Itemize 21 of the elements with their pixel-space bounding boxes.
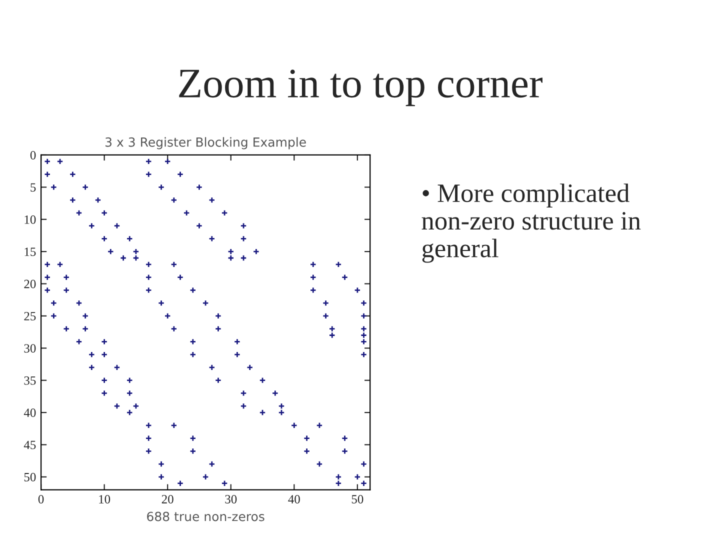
y-tick-label: 5 xyxy=(30,183,36,192)
y-tick-label: 45 xyxy=(24,440,36,450)
y-tick-label: 40 xyxy=(24,408,36,417)
x-tick-label: 0 xyxy=(38,495,44,504)
y-tick-label: 25 xyxy=(24,312,36,320)
x-tick-label: 40 xyxy=(288,495,300,504)
y-tick-label: 10 xyxy=(24,215,36,224)
x-tick-label: 10 xyxy=(99,495,110,504)
x-axis-title: 688 true non-zeros xyxy=(147,512,264,522)
y-tick-label: 50 xyxy=(24,472,36,482)
x-tick-label: 20 xyxy=(162,495,174,504)
x-tick-label: 30 xyxy=(225,495,237,504)
y-tick-label: 35 xyxy=(24,376,36,385)
y-tick-label: 0 xyxy=(30,151,36,160)
y-tick-label: 20 xyxy=(24,280,36,288)
text: • More complicated non-zero structure in general xyxy=(422,184,641,263)
y-tick-label: 15 xyxy=(24,248,36,256)
chart-subtitle: 3 x 3 Register Blocking Example xyxy=(106,137,306,150)
x-tick-label: 50 xyxy=(352,495,364,504)
y-tick-label: 30 xyxy=(24,344,36,353)
chart-title: Zoom in to top corner xyxy=(179,70,542,106)
